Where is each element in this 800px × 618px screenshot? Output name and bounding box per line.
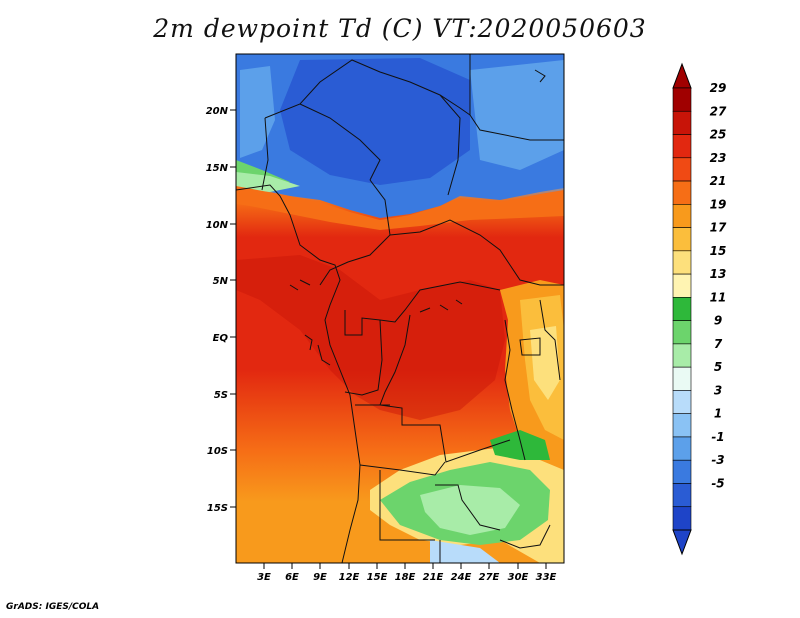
lon-label: 30E [508,572,529,583]
colorbar-bottom-arrow [672,529,692,556]
colorbar-segment [672,320,692,345]
colorbar-label: 1 [714,407,722,421]
lon-label: 6E [285,572,299,583]
lon-label: 21E [423,572,444,583]
colorbar-label: 25 [710,128,727,142]
latitude-axis: 20N 15N 10N 5N EQ 5S 10S 15S [206,106,236,514]
colorbar-segment [672,250,692,275]
colorbar-label: 19 [710,197,727,211]
lat-label: 10N [206,220,229,231]
map-frame [235,53,565,564]
lon-label: 12E [339,572,360,583]
map-title: 2m dewpoint Td (C) VT:2020050603 [153,14,647,43]
lat-label: 5N [213,276,229,287]
colorbar-segment [672,110,692,135]
colorbar-segment [672,157,692,182]
lon-label: 9E [313,572,327,583]
lat-label: 5S [214,390,228,401]
lat-label: 15S [207,503,228,514]
lon-label: 15E [367,572,388,583]
colorbar-segment [672,204,692,228]
colorbar-label: 21 [710,174,727,188]
colorbar-segment [672,227,692,252]
colorbar-label: 13 [710,267,727,281]
lat-label: 15N [206,163,229,174]
colorbar-segment [672,483,692,508]
footer-credit: GrADS: IGES/COLA [6,602,100,612]
colorbar-label: 27 [710,104,727,118]
colorbar-segment [672,436,692,461]
colorbar: 29 27 25 23 21 19 17 15 13 11 9 7 5 3 1 -1 -3 -5 [672,62,727,556]
lat-label: 10S [207,446,228,457]
colorbar-label: 17 [710,221,727,235]
colorbar-segment [672,180,692,205]
colorbar-label: -3 [711,453,724,467]
country-borders [236,54,564,563]
colorbar-segment [672,343,692,368]
colorbar-segment [672,390,692,414]
lon-label: 33E [536,572,557,583]
colorbar-segment [672,506,692,531]
dewpoint-field [236,54,564,563]
colorbar-segment [672,413,692,438]
colorbar-segment [672,134,692,159]
colorbar-label: 15 [710,244,727,258]
lon-label: 27E [479,572,500,583]
colorbar-segment [672,297,692,321]
longitude-axis: 3E 6E 9E 12E 15E 18E 21E 24E 27E 30E 33E [257,563,557,583]
colorbar-label: -1 [711,430,724,444]
colorbar-label: 23 [710,151,727,165]
lon-label: 3E [257,572,271,583]
colorbar-top-arrow [672,62,692,89]
colorbar-label: 5 [714,360,722,374]
colorbar-segment [672,87,692,112]
colorbar-label: 7 [714,337,723,351]
colorbar-segment [672,459,692,484]
lat-label: EQ [213,333,229,344]
colorbar-label: 11 [710,290,727,304]
colorbar-label: 9 [714,314,722,328]
lon-label: 18E [395,572,416,583]
colorbar-segment [672,273,692,298]
colorbar-segment [672,366,692,391]
lon-label: 24E [451,572,472,583]
colorbar-label: -5 [711,476,724,490]
lat-label: 20N [206,106,229,117]
colorbar-label: 29 [710,81,727,95]
colorbar-label: 3 [714,383,722,397]
